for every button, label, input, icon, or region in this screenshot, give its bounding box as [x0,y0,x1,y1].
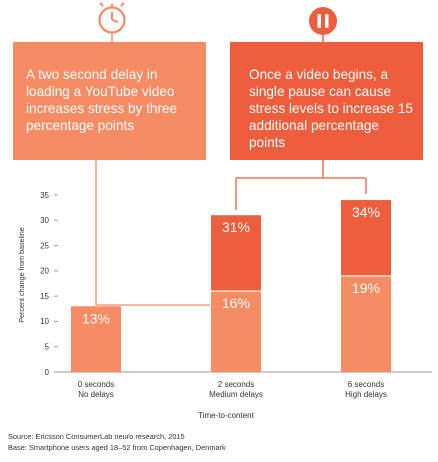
y-tick-label: 30 [40,216,49,225]
x-tick-label: 0 seconds [78,380,114,389]
clock-icon [98,2,126,34]
y-axis-label: Percent change from baseline [17,227,26,323]
data-label: 31% [222,219,250,235]
y-tick-label: 0 [45,368,50,377]
y-tick-label: 5 [45,343,50,352]
callout-text-2: Once a video begins, a single pause can … [249,67,413,150]
bar-segment-base [71,306,121,372]
y-axis: 0 5 10 15 20 25 30 35 [40,191,58,377]
bar-segment-pause [341,200,391,276]
y-tick-label: 35 [40,191,49,200]
source-note: Source: Ericsson ConsumerLab neuro resea… [8,432,185,441]
bar-segment-pause [211,215,261,292]
bars: 13% 16% 31% 19% 34% [71,200,391,372]
callout-text-1: A two second delay in loading a YouTube … [26,67,178,133]
x-tick-label: High delays [345,390,387,399]
y-tick-label: 15 [40,292,49,301]
base-note: Base: Smartphone users aged 18–52 from C… [8,443,226,452]
y-tick-label: 25 [40,241,49,250]
data-label: 34% [352,204,380,220]
data-label: 13% [82,310,110,326]
x-axis-label: Time-to-content [198,411,255,420]
bar-segment-base [341,275,391,372]
x-tick-label: Medium delays [209,390,263,399]
x-tick-label: No delays [78,390,114,399]
x-tick-label: 2 seconds [218,380,254,389]
callout-box-2 [230,42,423,160]
y-tick-label: 20 [40,267,49,276]
pause-icon [309,7,337,35]
bar-segment-base [211,291,261,372]
data-label: 16% [222,295,250,311]
callout-2-connector-a [235,160,324,210]
callout-box-1 [13,42,206,160]
x-tick-label: 6 seconds [348,380,384,389]
data-label: 19% [352,280,380,296]
y-tick-label: 10 [40,317,49,326]
callout-1-connector [95,160,210,306]
